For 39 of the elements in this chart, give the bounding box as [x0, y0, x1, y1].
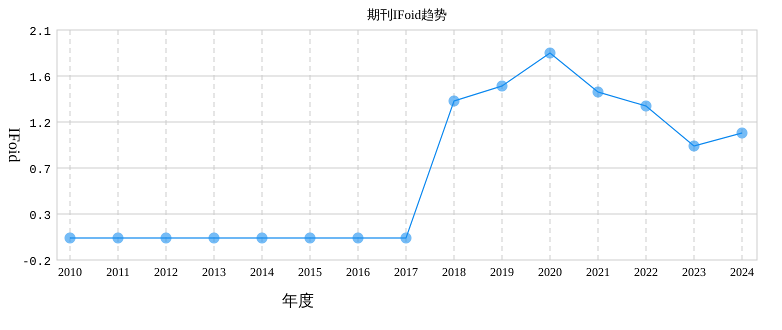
y-axis-title: IFoid — [5, 128, 22, 162]
x-tick-label: 2024 — [730, 265, 754, 279]
x-tick-label: 2018 — [442, 265, 466, 279]
chart-title: 期刊IFoid趋势 — [366, 7, 448, 22]
x-tick-label: 2010 — [58, 265, 82, 279]
point — [64, 232, 76, 244]
point — [352, 232, 364, 244]
point — [400, 232, 412, 244]
y-tick-label: 1.6 — [29, 71, 51, 85]
point — [160, 232, 172, 244]
y-tick-label: 0.7 — [29, 163, 51, 177]
x-tick-label: 2021 — [586, 265, 610, 279]
point — [688, 140, 700, 152]
x-tick-label: 2020 — [538, 265, 562, 279]
point — [496, 80, 508, 92]
x-tick-label: 2017 — [394, 265, 418, 279]
x-tick-label: 2019 — [490, 265, 514, 279]
x-tick-label: 2013 — [202, 265, 226, 279]
x-tick-label: 2023 — [682, 265, 706, 279]
y-tick-label: 2.1 — [29, 25, 51, 39]
x-tick-label: 2011 — [106, 265, 130, 279]
point — [736, 128, 748, 138]
point — [592, 86, 604, 98]
point — [112, 232, 124, 244]
point — [640, 100, 652, 112]
point — [448, 96, 460, 106]
x-axis-title: 年度 — [282, 292, 314, 310]
point — [304, 232, 316, 244]
x-tick-label: 2014 — [250, 265, 274, 279]
x-tick-label: 2022 — [634, 265, 658, 279]
x-tick-label: 2016 — [346, 265, 370, 279]
y-tick-label: 0.3 — [29, 209, 51, 223]
y-tick-label: 1.2 — [29, 117, 51, 131]
point — [208, 232, 220, 244]
x-tick-label: 2012 — [154, 265, 178, 279]
point — [256, 232, 268, 244]
point — [544, 48, 556, 58]
y-tick-label: -0.2 — [22, 255, 51, 269]
x-tick-label: 2015 — [298, 265, 322, 279]
